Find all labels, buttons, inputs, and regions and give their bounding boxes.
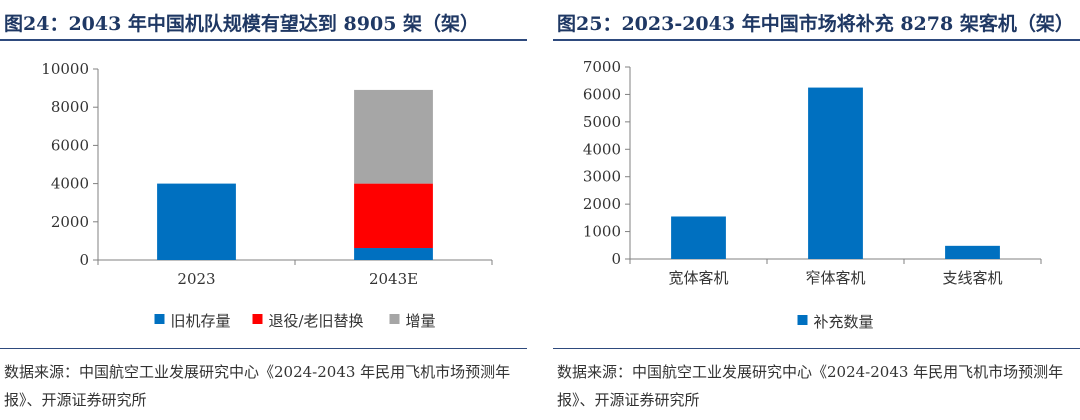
bar-旧机存量	[354, 248, 433, 260]
y-tick-label: 2000	[583, 195, 621, 213]
x-tick-label: 宽体客机	[668, 269, 728, 287]
y-tick-label: 7000	[583, 58, 621, 76]
source-divider	[553, 348, 1080, 349]
y-tick-label: 6000	[51, 136, 89, 154]
x-tick-label: 2023	[177, 270, 215, 288]
y-tick-label: 6000	[583, 85, 621, 103]
x-tick-label: 支线客机	[942, 269, 1002, 287]
y-tick-label: 2000	[51, 213, 89, 231]
legend-swatch	[797, 315, 808, 325]
title-divider	[553, 39, 1080, 41]
title-divider	[0, 39, 527, 41]
bar-增量	[354, 89, 433, 184]
x-tick-label: 2043E	[369, 270, 418, 288]
y-tick-label: 1000	[583, 223, 621, 241]
legend-swatch	[154, 314, 165, 324]
y-tick-label: 3000	[583, 168, 621, 186]
legend: 旧机存量 退役/老旧替换 增量	[154, 312, 436, 330]
legend: 补充数量	[797, 313, 874, 331]
y-tick-label: 0	[79, 251, 89, 269]
bar-补充数量	[945, 245, 1000, 259]
bar-退役/老旧替换	[354, 183, 433, 249]
aircraft-supplement-chart: 0 1000 2000 3000 4000 5000 6000 7000 宽体客机 窄体客机 支线客…	[583, 58, 1042, 331]
y-tick-label: 5000	[583, 113, 621, 131]
bar-补充数量	[671, 216, 726, 259]
figure-25-panel: 图25：2023-2043 年中国市场将补充 8278 架客机（架） 0 1000…	[553, 0, 1080, 420]
y-tick-label: 8000	[51, 98, 89, 116]
legend-label: 旧机存量	[171, 312, 231, 330]
y-tick-label: 4000	[51, 175, 89, 193]
figure-24-panel: 图24：2043 年中国机队规模有望达到 8905 架（架） 0 2000 4000…	[0, 0, 527, 420]
figure-source: 数据来源：中国航空工业发展研究中心《2024-2043 年民用飞机市场预测年报》…	[4, 363, 511, 409]
y-tick-label: 10000	[41, 60, 89, 78]
y-tick-label: 4000	[583, 140, 621, 158]
fleet-size-chart: 0 2000 4000 6000 8000 10000 2023 2043E 旧机存量 退役/老旧…	[41, 60, 493, 330]
y-tick-label: 0	[611, 250, 621, 268]
legend-label: 增量	[406, 312, 436, 330]
x-tick-label: 窄体客机	[805, 269, 865, 287]
source-divider	[0, 348, 527, 349]
legend-label: 补充数量	[814, 313, 874, 331]
legend-label: 退役/老旧替换	[269, 312, 364, 330]
legend-swatch	[252, 314, 263, 324]
bar-补充数量	[808, 87, 863, 259]
legend-swatch	[389, 314, 400, 324]
figure-title: 图24：2043 年中国机队规模有望达到 8905 架（架）	[4, 13, 480, 35]
figure-title: 图25：2023-2043 年中国市场将补充 8278 架客机（架）	[557, 13, 1074, 35]
bar-旧机存量	[157, 183, 236, 260]
figure-source: 数据来源：中国航空工业发展研究中心《2024-2043 年民用飞机市场预测年报》…	[557, 363, 1064, 409]
